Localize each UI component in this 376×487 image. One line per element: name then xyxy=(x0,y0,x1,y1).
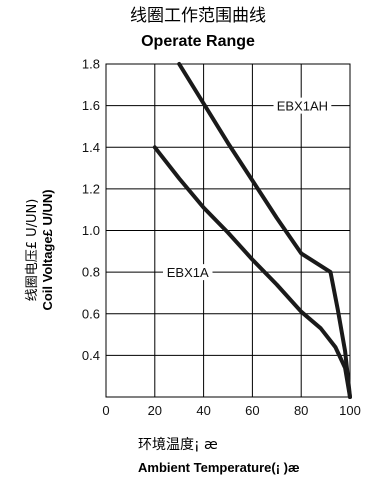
x-tick-label: 0 xyxy=(102,403,109,418)
series-labels: EBX1AH EBX1A xyxy=(162,97,332,281)
y-tick-label: 0.4 xyxy=(82,348,100,363)
y-tick-label: 1.2 xyxy=(82,181,100,196)
series-label-ebx1a: EBX1A xyxy=(167,265,209,280)
series-line-ebx1ah xyxy=(177,62,352,399)
series-lines xyxy=(152,62,352,399)
x-axis-label-cn: 环境温度¡ æ xyxy=(138,437,218,453)
y-tick-label: 1.8 xyxy=(82,57,100,72)
chart-title: 线圈工作范围曲线 xyxy=(130,6,266,26)
grid xyxy=(105,63,351,398)
y-axis-label-cn: 线圈电压£ U/UN) xyxy=(25,199,40,302)
series-line-ebx1a xyxy=(152,145,352,399)
y-tick-label: 0.8 xyxy=(82,265,100,280)
y-axis-label-en: Coil Voltage£ U/UN) xyxy=(40,189,55,310)
x-tick-label: 80 xyxy=(294,403,308,418)
series-label-ebx1ah: EBX1AH xyxy=(277,99,328,114)
x-tick-label: 100 xyxy=(339,403,361,418)
y-tick-label: 1.4 xyxy=(82,140,100,155)
x-axis-label-en: Ambient Temperature(¡ )æ xyxy=(138,460,300,475)
y-tick-label: 1.0 xyxy=(82,223,100,238)
x-tick-label: 20 xyxy=(148,403,162,418)
series-label-bg xyxy=(273,97,332,114)
y-tick-label: 1.6 xyxy=(82,98,100,113)
x-tick-label: 60 xyxy=(245,403,259,418)
x-tick-label: 40 xyxy=(196,403,210,418)
x-tick-labels: 0 20 40 60 80 100 xyxy=(102,403,360,418)
y-tick-labels: 0.4 0.6 0.8 1.0 1.2 1.4 1.6 1.8 xyxy=(82,57,100,363)
y-tick-label: 0.6 xyxy=(82,306,100,321)
chart-subtitle: Operate Range xyxy=(141,33,255,50)
series-label-bg xyxy=(162,264,213,281)
